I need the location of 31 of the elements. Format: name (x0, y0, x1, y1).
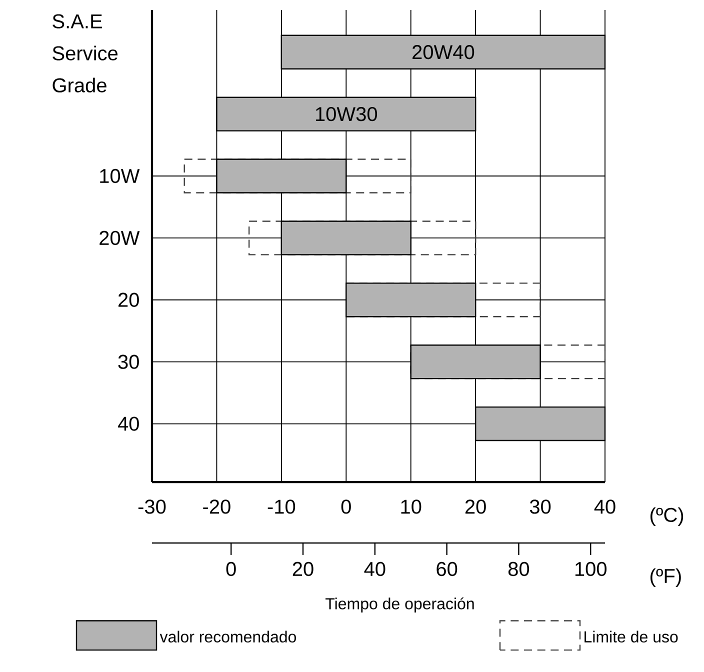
x2-tick-label: 80 (508, 562, 530, 576)
y-tick-label: 10W30 (316, 106, 378, 122)
x-tick-label: 10 (401, 500, 422, 514)
x-tick-label: -30 (138, 500, 166, 514)
x2-tick-label: 40 (364, 562, 386, 576)
x-tick-label: 30 (530, 500, 551, 514)
y-axis-title: S.A.E Service Grade (52, 14, 118, 92)
legend-label: valor recomendado (160, 630, 296, 643)
bar (346, 282, 476, 318)
y-tick-label: 30 (118, 354, 139, 369)
x2-tick-label: 0 (226, 562, 236, 576)
y-tick-label: 20W (100, 230, 140, 246)
x-tick-label: -10 (268, 500, 296, 514)
x-tick-label: 0 (341, 500, 351, 514)
y-tick-label: 10W (100, 168, 140, 184)
x2-axis-title: (ºF) (650, 568, 681, 587)
x2-tick-label: 20 (292, 562, 314, 576)
bar (410, 344, 541, 380)
x-axis-title: (ºC) (650, 507, 684, 526)
y-tick-label: 40 (118, 416, 139, 431)
x2-tick-label: 100 (575, 562, 607, 576)
bar (216, 96, 476, 132)
x-tick-label: 20 (465, 500, 486, 514)
bar (280, 220, 412, 256)
text: Tiempo de operación (326, 597, 474, 613)
x-tick-label: -20 (203, 500, 230, 514)
y-tick-label: 20 (118, 292, 139, 307)
x2-tick-label: 60 (436, 562, 458, 576)
x-tick-label: 40 (594, 500, 616, 514)
y-tick-label: 20W40 (412, 45, 474, 60)
legend-label: Limite de uso (584, 630, 678, 643)
